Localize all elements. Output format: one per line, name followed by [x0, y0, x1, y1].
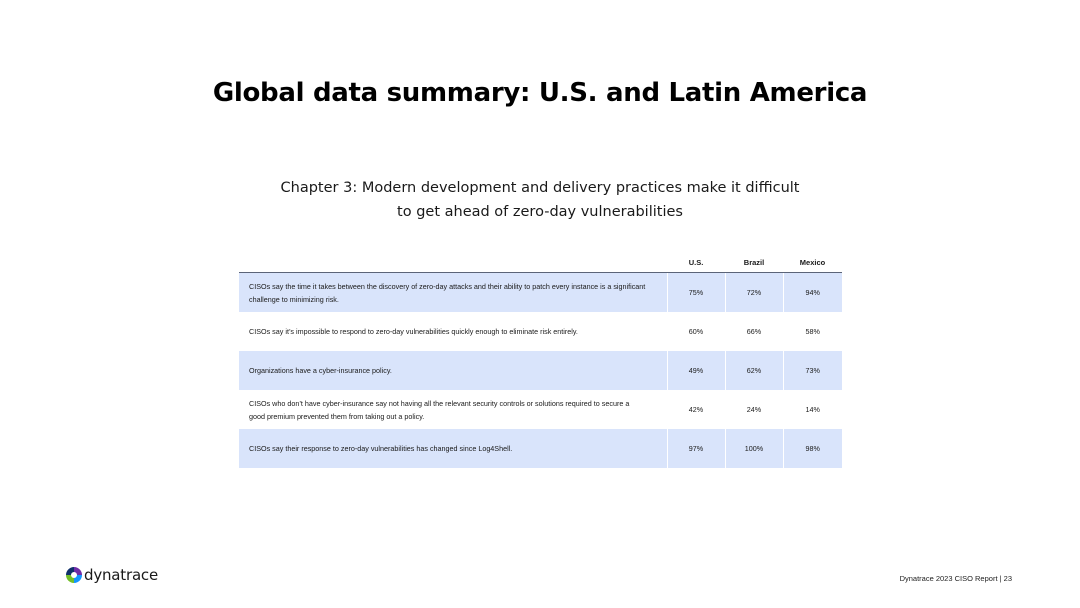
footer-page-note: Dynatrace 2023 CISO Report | 23: [899, 574, 1012, 583]
value-us: 49%: [666, 351, 725, 390]
value-mexico: 98%: [782, 429, 842, 468]
dynatrace-logo-icon: [66, 567, 82, 583]
logo-wordmark: dynatrace: [84, 566, 159, 584]
value-brazil: 24%: [724, 390, 783, 429]
dynatrace-logo: dynatrace: [66, 565, 158, 585]
value-us: 42%: [666, 390, 725, 429]
row-label: CISOs who don’t have cyber-insurance say…: [239, 390, 667, 429]
table-row: Organizations have a cyber-insurance pol…: [239, 351, 842, 390]
value-mexico: 58%: [782, 312, 842, 351]
value-mexico: 73%: [782, 351, 842, 390]
header-mexico: Mexico: [783, 252, 842, 273]
value-us: 75%: [666, 272, 725, 312]
row-label: CISOs say the time it takes between the …: [239, 272, 667, 312]
value-mexico: 94%: [782, 272, 842, 312]
row-label: CISOs say their response to zero-day vul…: [239, 429, 667, 468]
table-row: CISOs say their response to zero-day vul…: [239, 429, 842, 468]
subtitle-line-2: to get ahead of zero-day vulnerabilities: [397, 204, 683, 220]
table-header-row: U.S. Brazil Mexico: [239, 252, 842, 273]
header-brazil: Brazil: [725, 252, 783, 273]
row-label: Organizations have a cyber-insurance pol…: [239, 351, 667, 390]
table-row: CISOs say it’s impossible to respond to …: [239, 312, 842, 351]
table-row: CISOs say the time it takes between the …: [239, 272, 842, 312]
data-summary-table: U.S. Brazil Mexico CISOs say the time it…: [239, 252, 842, 468]
value-us: 60%: [666, 312, 725, 351]
value-brazil: 66%: [724, 312, 783, 351]
value-brazil: 62%: [724, 351, 783, 390]
table-row: CISOs who don’t have cyber-insurance say…: [239, 390, 842, 429]
value-us: 97%: [666, 429, 725, 468]
value-brazil: 72%: [724, 272, 783, 312]
page-title: Global data summary: U.S. and Latin Amer…: [212, 78, 868, 108]
chapter-subtitle: Chapter 3: Modern development and delive…: [240, 176, 840, 224]
header-label-column: [239, 252, 667, 273]
row-label: CISOs say it’s impossible to respond to …: [239, 312, 667, 351]
subtitle-line-1: Chapter 3: Modern development and delive…: [280, 180, 800, 196]
header-us: U.S.: [667, 252, 725, 273]
value-brazil: 100%: [724, 429, 783, 468]
value-mexico: 14%: [782, 390, 842, 429]
